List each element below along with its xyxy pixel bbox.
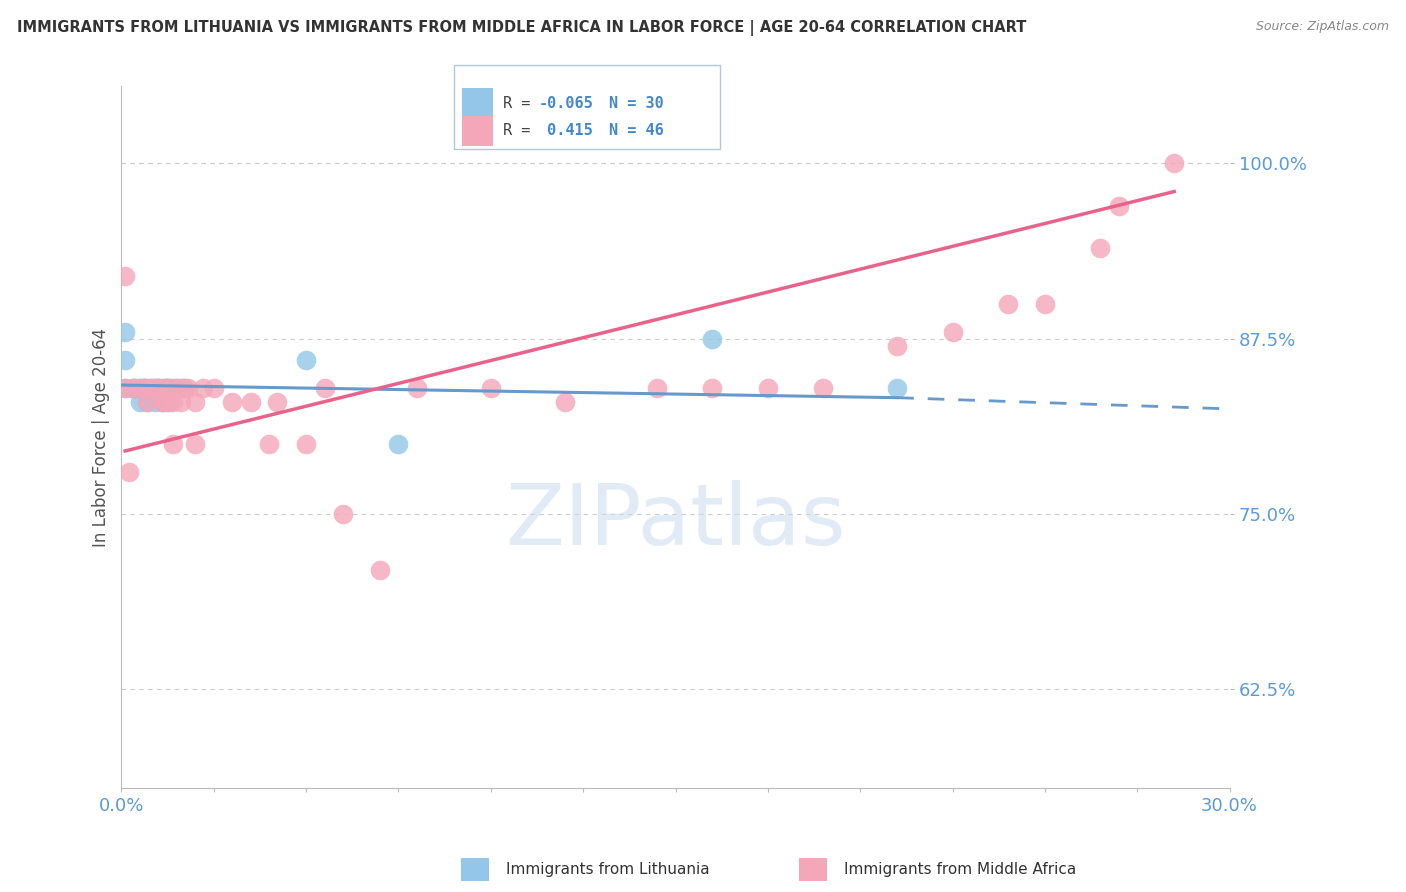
Point — [148, 381, 170, 395]
Point — [479, 381, 502, 395]
Point — [114, 381, 136, 395]
Point — [143, 381, 166, 395]
Point — [159, 395, 181, 409]
Point — [1090, 241, 1112, 255]
Point — [132, 381, 155, 395]
Point — [162, 437, 184, 451]
Point — [177, 381, 200, 395]
Point — [162, 395, 184, 409]
Text: N = 46: N = 46 — [609, 123, 664, 138]
Point — [159, 381, 181, 395]
Point — [114, 268, 136, 283]
Point — [239, 395, 262, 409]
Text: -0.065: -0.065 — [538, 95, 593, 111]
Point — [114, 381, 136, 395]
Point — [406, 381, 429, 395]
Point — [162, 381, 184, 395]
Point — [997, 296, 1019, 310]
Point — [143, 395, 166, 409]
Point — [257, 437, 280, 451]
Point — [942, 325, 965, 339]
Text: Immigrants from Lithuania: Immigrants from Lithuania — [506, 863, 710, 877]
Point — [155, 381, 177, 395]
Point — [756, 381, 779, 395]
Point — [169, 381, 191, 395]
Point — [886, 381, 908, 395]
Point — [143, 381, 166, 395]
Point — [148, 381, 170, 395]
Point — [155, 395, 177, 409]
Point — [155, 381, 177, 395]
Point — [150, 381, 173, 395]
Point — [129, 395, 152, 409]
Point — [295, 437, 318, 451]
Point — [1033, 296, 1056, 310]
Point — [139, 381, 162, 395]
Point — [173, 381, 195, 395]
Point — [118, 465, 141, 479]
Point — [121, 381, 143, 395]
Point — [121, 381, 143, 395]
Text: 0.415: 0.415 — [538, 123, 593, 138]
Point — [166, 381, 188, 395]
Point — [702, 332, 724, 346]
Point — [125, 381, 148, 395]
Point — [150, 395, 173, 409]
Point — [1108, 198, 1130, 212]
Point — [332, 507, 354, 521]
Point — [314, 381, 336, 395]
Text: N = 30: N = 30 — [609, 95, 664, 111]
Point — [173, 381, 195, 395]
Point — [554, 395, 576, 409]
Point — [169, 395, 191, 409]
Point — [139, 381, 162, 395]
Text: IMMIGRANTS FROM LITHUANIA VS IMMIGRANTS FROM MIDDLE AFRICA IN LABOR FORCE | AGE : IMMIGRANTS FROM LITHUANIA VS IMMIGRANTS … — [17, 20, 1026, 36]
Point — [148, 381, 170, 395]
Point — [136, 395, 159, 409]
Point — [645, 381, 668, 395]
Point — [114, 352, 136, 367]
Point — [1163, 156, 1185, 170]
Point — [886, 339, 908, 353]
Point — [132, 381, 155, 395]
Point — [129, 381, 152, 395]
Text: ZIPatlas: ZIPatlas — [505, 480, 846, 563]
Point — [159, 381, 181, 395]
Point — [184, 395, 207, 409]
Point — [129, 381, 152, 395]
Point — [136, 395, 159, 409]
Text: Source: ZipAtlas.com: Source: ZipAtlas.com — [1256, 20, 1389, 33]
Point — [184, 437, 207, 451]
Point — [191, 381, 214, 395]
Point — [266, 395, 288, 409]
Point — [166, 381, 188, 395]
Point — [387, 437, 409, 451]
Y-axis label: In Labor Force | Age 20-64: In Labor Force | Age 20-64 — [93, 327, 110, 547]
Point — [295, 352, 318, 367]
Point — [150, 395, 173, 409]
Point — [702, 381, 724, 395]
Text: R =: R = — [503, 95, 540, 111]
Point — [114, 325, 136, 339]
Text: R =: R = — [503, 123, 540, 138]
Point — [155, 381, 177, 395]
Point — [813, 381, 835, 395]
Point — [221, 395, 243, 409]
Point — [202, 381, 225, 395]
Point — [132, 381, 155, 395]
Point — [368, 563, 391, 577]
Text: Immigrants from Middle Africa: Immigrants from Middle Africa — [844, 863, 1076, 877]
Point — [136, 381, 159, 395]
